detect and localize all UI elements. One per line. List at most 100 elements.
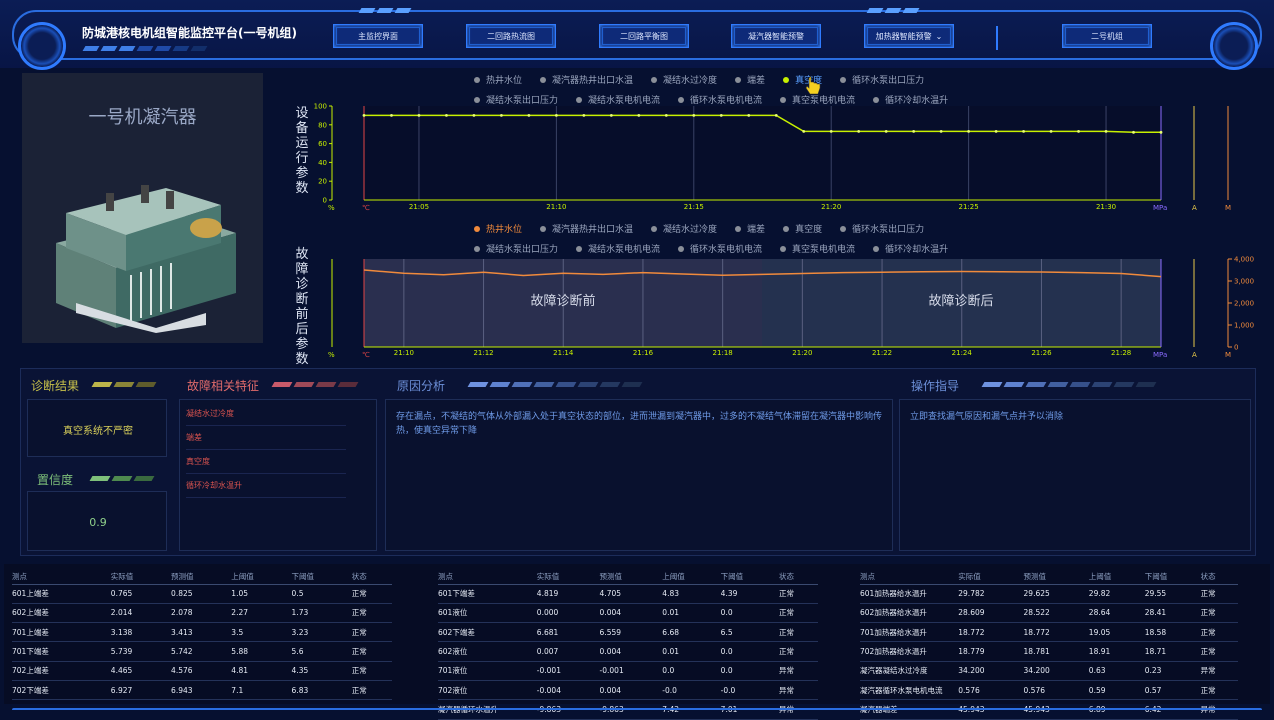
feature-item: 循环冷却水温升 <box>186 480 346 498</box>
table-cell: 2.014 <box>110 603 172 624</box>
table-cell: 3.413 <box>171 622 232 643</box>
table-cell: 凝汽器凝结水过冷度 <box>860 661 959 681</box>
chart2-after-label: 故障诊断后 <box>928 294 993 309</box>
chart1-data-point <box>1104 129 1108 133</box>
table-row: 601下端差 4.819 4.705 4.83 4.39 正常 <box>438 584 818 604</box>
legend-item[interactable]: 凝结水泵出口压力 <box>474 93 558 106</box>
nav-heater-warning[interactable]: 加热器智能预警 ⌄ <box>864 24 954 48</box>
legend-item[interactable]: 凝结水泵电机电流 <box>576 93 660 106</box>
table-cell: 正常 <box>351 680 392 701</box>
legend-item[interactable]: 循环冷却水温升 <box>873 242 948 255</box>
chart1-plot-area <box>364 106 1161 200</box>
legend-item[interactable]: 热井水位 <box>474 73 522 86</box>
legend-item[interactable]: 凝结水泵出口压力 <box>474 242 558 255</box>
legend-item[interactable]: 凝汽器热井出口水温 <box>540 73 633 86</box>
legend-item[interactable]: 真空度 <box>783 222 822 235</box>
legend-item[interactable]: 端差 <box>735 73 765 86</box>
legend-item[interactable]: 真空泵电机电流 <box>780 93 855 106</box>
legend-item[interactable]: 端差 <box>735 222 765 235</box>
legend-item[interactable]: 凝结水过冷度 <box>651 73 717 86</box>
table-cell: 602上端差 <box>12 603 111 624</box>
features-title: 故障相关特征 <box>187 379 260 393</box>
legend-label: 循环冷却水温升 <box>885 96 949 106</box>
chart1-y-tick: 0 <box>323 197 327 205</box>
legend-item[interactable]: 热井水位 <box>474 222 522 235</box>
cause-box: 存在漏点，不凝结的气体从外部漏入处于真空状态的部位，进而泄漏到凝汽器中，过多的不… <box>385 399 893 551</box>
table-row: 602液位 0.007 0.004 0.01 0.0 正常 <box>438 641 818 662</box>
table-row: 602上端差 2.014 2.078 2.27 1.73 正常 <box>12 603 392 624</box>
chart2-legend-row1: 热井水位 凝汽器热井出口水温 凝结水过冷度 端差 真空度 循环水泵出口压力 <box>474 222 924 235</box>
app-title: 防城港核电机组智能监控平台(一号机组) <box>82 26 297 40</box>
table-header: 下阈值 <box>720 570 780 585</box>
chart1-data-point <box>1077 129 1080 133</box>
chart1-data-point <box>884 129 888 133</box>
legend-dot-icon <box>678 96 685 103</box>
legend-item[interactable]: 凝汽器热井出口水温 <box>540 222 633 235</box>
nav-balance[interactable]: 二回路平衡图 <box>599 24 689 48</box>
footer-frame <box>12 708 1262 712</box>
legend-label: 凝结水过冷度 <box>663 76 718 86</box>
table-cell: 6.5 <box>720 622 780 643</box>
nav-unit-2[interactable]: 二号机组 <box>1062 24 1152 48</box>
table-cell: 0.01 <box>662 641 721 662</box>
table-cell: 601加热器给水温升 <box>860 584 959 604</box>
legend-item[interactable]: 循环冷却水温升 <box>873 93 948 106</box>
table-row: 601液位 0.000 0.004 0.01 0.0 正常 <box>438 603 818 624</box>
table-cell: 4.39 <box>720 584 780 604</box>
nav-heat-flow[interactable]: 二回路热流图 <box>466 24 556 48</box>
table-cell: 0.57 <box>1144 680 1201 701</box>
table-cell: 5.6 <box>291 641 352 662</box>
legend-dot-icon <box>540 76 547 83</box>
chart1-data-point <box>445 114 448 117</box>
table-cell: 602下端差 <box>438 622 537 643</box>
table-row: 702液位 -0.004 0.004 -0.0 -0.0 异常 <box>438 680 818 701</box>
table-header: 下阈值 <box>291 570 352 585</box>
table-cell: 5.742 <box>171 641 232 662</box>
chart1-data-point <box>692 114 696 117</box>
chart2-x-tick: 21:22 <box>872 349 892 357</box>
table-cell: 异常 <box>779 661 818 681</box>
table-cell: 701下端差 <box>12 641 111 662</box>
legend-item[interactable]: 凝结水过冷度 <box>651 222 717 235</box>
chart1-data-point <box>664 114 668 117</box>
legend-item[interactable]: 凝结水泵电机电流 <box>576 242 660 255</box>
table-cell: 18.781 <box>1023 641 1089 662</box>
legend-item[interactable]: 真空度 <box>783 73 822 86</box>
confidence-dashes <box>89 476 155 481</box>
chart1-data-point <box>1049 129 1053 133</box>
legend-item[interactable]: 循环水泵电机电流 <box>678 242 762 255</box>
features-box: 凝结水过冷度 端差 真空度 循环冷却水温升 <box>179 399 377 551</box>
table-row: 702上端差 4.465 4.576 4.81 4.35 正常 <box>12 661 392 681</box>
condenser-illustration <box>56 185 236 333</box>
legend-item[interactable]: 循环水泵出口压力 <box>840 222 924 235</box>
table-cell: 702上端差 <box>12 661 111 681</box>
chart2-series-line <box>363 269 1162 278</box>
table-cell: 29.55 <box>1144 584 1201 604</box>
legend-item[interactable]: 循环水泵出口压力 <box>840 73 924 86</box>
chart2-x-tick: 21:24 <box>952 349 973 357</box>
table-cell: 1.05 <box>231 584 292 604</box>
chart1-y-unit: % <box>328 204 335 212</box>
legend-item[interactable]: 真空泵电机电流 <box>780 242 855 255</box>
table-cell: 4.465 <box>110 661 172 681</box>
chart1-data-point <box>1132 130 1135 134</box>
legend-label: 真空泵电机电流 <box>792 96 856 106</box>
header-top-dashes <box>358 8 412 13</box>
table-cell: 5.739 <box>110 641 172 662</box>
nav-condenser-warning[interactable]: 凝汽器智能预警 <box>731 24 821 48</box>
table-cell: 5.88 <box>231 641 292 662</box>
table-header: 下阈值 <box>1144 570 1201 585</box>
table-cell: 3.5 <box>231 622 292 643</box>
table-row: 702加热器给水温升 18.779 18.781 18.91 18.71 正常 <box>860 641 1238 662</box>
legend-item[interactable]: 循环水泵电机电流 <box>678 93 762 106</box>
table-cell: 4.576 <box>171 661 232 681</box>
chart1-vertical-label: 设备运行参数 <box>295 106 309 196</box>
nav-main-monitor[interactable]: 主监控界面 <box>333 24 423 48</box>
chart2-x-tick: 21:26 <box>1031 349 1052 357</box>
chart2-a-label: A <box>1192 351 1197 359</box>
chart1-data-point <box>967 129 971 133</box>
chart1-data-point <box>1022 129 1025 133</box>
chart1-data-point <box>637 114 641 117</box>
condenser-title: 一号机凝汽器 <box>88 107 197 128</box>
chart1-y-tick: 20 <box>318 178 327 186</box>
